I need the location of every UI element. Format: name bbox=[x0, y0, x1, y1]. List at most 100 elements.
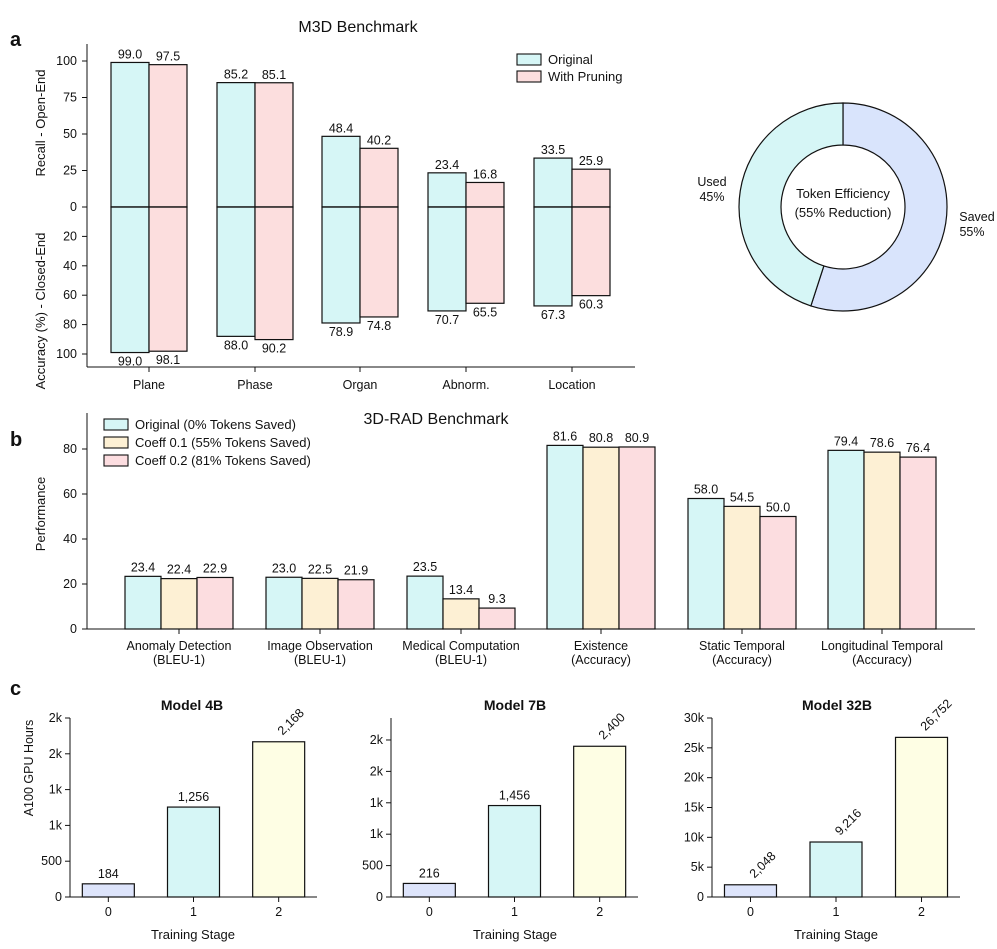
donut-center-line2: (55% Reduction) bbox=[795, 205, 892, 220]
m32b-bar bbox=[723, 884, 778, 898]
rad-xtick: Static Temporal bbox=[699, 639, 785, 653]
donut-center-line1: Token Efficiency bbox=[796, 186, 890, 201]
rad-value: 54.5 bbox=[730, 490, 754, 504]
m3d-open-bar bbox=[571, 168, 611, 208]
m32b-value: 9,216 bbox=[832, 806, 864, 838]
rad-xtick: Existence bbox=[574, 639, 628, 653]
m7b-bar bbox=[573, 745, 627, 898]
rad-value: 78.6 bbox=[870, 436, 894, 450]
rad-xtick-sub: (BLEU-1) bbox=[435, 653, 487, 667]
m3d-legend-label: Original bbox=[548, 52, 593, 67]
rad-bar bbox=[723, 505, 761, 630]
m7b-ytick: 500 bbox=[362, 859, 383, 873]
m4b-xtick: 0 bbox=[105, 905, 112, 919]
m4b-bar bbox=[166, 806, 221, 898]
m7b-xtick: 0 bbox=[426, 905, 433, 919]
m3d-closed-value: 78.9 bbox=[329, 325, 353, 339]
m7b-ytick: 2k bbox=[370, 733, 384, 747]
m3d-open-bar bbox=[533, 157, 573, 208]
rad-value: 50.0 bbox=[766, 501, 790, 515]
m3d-closed-value: 90.2 bbox=[262, 342, 286, 356]
m3d-open-value: 23.4 bbox=[435, 158, 459, 172]
m7b-ytick: 0 bbox=[376, 890, 383, 904]
rad-legend-label: Original (0% Tokens Saved) bbox=[135, 417, 296, 432]
m7b-xlabel: Training Stage bbox=[473, 927, 557, 942]
m4b-xtick: 2 bbox=[275, 905, 282, 919]
m32b-ytick: 5k bbox=[691, 860, 705, 874]
rad-xtick: Image Observation bbox=[267, 639, 373, 653]
m3d-closed-value: 88.0 bbox=[224, 338, 248, 352]
rad-bar bbox=[337, 579, 375, 630]
m3d-ytick: 75 bbox=[63, 91, 77, 105]
rad-value: 13.4 bbox=[449, 583, 473, 597]
m7b-ytick: 2k bbox=[370, 764, 384, 778]
m3d-open-bar bbox=[359, 147, 399, 208]
m3d-ytick: 50 bbox=[63, 127, 77, 141]
rad-value: 22.4 bbox=[167, 563, 191, 577]
rad-bar bbox=[687, 497, 725, 630]
rad-xtick-sub: (BLEU-1) bbox=[294, 653, 346, 667]
m4b-value: 184 bbox=[98, 867, 119, 881]
m3d-plot: 0 25 50 75 100 20 40 60 80 100 99.0 99.0 97.5 98.1 Pla… bbox=[56, 44, 635, 392]
donut-used-pct: 45% bbox=[699, 190, 724, 204]
m3d-open-bar bbox=[427, 172, 467, 208]
m3d-closed-value: 70.7 bbox=[435, 313, 459, 327]
m3d-open-value: 48.4 bbox=[329, 121, 353, 135]
m4b-xlabel: Training Stage bbox=[151, 927, 235, 942]
m32b-ytick: 0 bbox=[697, 890, 704, 904]
m7b-value: 2,400 bbox=[596, 710, 628, 742]
m4b-ytick: 2k bbox=[49, 747, 63, 761]
m3d-ytick: 80 bbox=[63, 318, 77, 332]
m4b-value: 2,168 bbox=[275, 706, 307, 738]
rad-bar bbox=[160, 577, 198, 630]
m3d-open-value: 85.2 bbox=[224, 68, 248, 82]
m3d-closed-bar bbox=[571, 206, 611, 297]
m3d-ytick: 20 bbox=[63, 229, 77, 243]
rad-bar bbox=[759, 515, 797, 630]
panel-label-a: a bbox=[10, 29, 22, 51]
m32b-xtick: 0 bbox=[747, 905, 754, 919]
rad-legend-label: Coeff 0.1 (55% Tokens Saved) bbox=[135, 435, 311, 450]
m3d-closed-value: 65.5 bbox=[473, 305, 497, 319]
m32b-ytick: 25k bbox=[684, 741, 705, 755]
rad-legend-swatch bbox=[103, 454, 129, 467]
rad-bar bbox=[478, 607, 516, 630]
rad-ytick: 20 bbox=[63, 577, 77, 591]
m3d-open-value: 97.5 bbox=[156, 50, 180, 64]
rad-ylabel: Performance bbox=[33, 477, 48, 551]
rad-legend: Original (0% Tokens Saved) Coeff 0.1 (55%… bbox=[103, 417, 311, 468]
rad-bar bbox=[124, 575, 162, 630]
m3d-legend-swatch bbox=[516, 53, 542, 66]
m4b-title: Model 4B bbox=[161, 697, 223, 713]
m32b-ytick: 20k bbox=[684, 771, 705, 785]
m3d-open-value: 16.8 bbox=[473, 167, 497, 181]
m32b-xtick: 1 bbox=[833, 905, 840, 919]
m7b-ytick: 1k bbox=[370, 796, 384, 810]
m7b-xtick: 1 bbox=[511, 905, 518, 919]
m32b-ytick: 10k bbox=[684, 830, 705, 844]
m3d-ytick: 60 bbox=[63, 288, 77, 302]
m4b-bar bbox=[81, 883, 135, 898]
rad-xtick-sub: (Accuracy) bbox=[852, 653, 912, 667]
m32b-bar bbox=[809, 841, 863, 898]
m4b-bar bbox=[252, 741, 306, 898]
m3d-open-bar bbox=[216, 82, 256, 208]
donut-saved-label: Saved bbox=[959, 210, 994, 224]
m7b-plot: 0 500 1k 1k 2k 2k 216 0 1,456 1 2,400 2 bbox=[362, 710, 638, 919]
rad-ytick: 0 bbox=[70, 622, 77, 636]
rad-ytick: 40 bbox=[63, 532, 77, 546]
rad-bar bbox=[406, 575, 444, 630]
m3d-legend-swatch bbox=[516, 70, 542, 83]
m3d-ytick: 100 bbox=[56, 54, 77, 68]
m3d-closed-bar bbox=[427, 206, 467, 312]
rad-value: 22.9 bbox=[203, 561, 227, 575]
m32b-ytick: 30k bbox=[684, 711, 705, 725]
m3d-xtick: Abnorm. bbox=[442, 378, 489, 392]
rad-bar bbox=[863, 451, 901, 630]
m3d-open-value: 25.9 bbox=[579, 154, 603, 168]
rad-value: 21.9 bbox=[344, 564, 368, 578]
rad-bar bbox=[442, 598, 480, 630]
rad-bar bbox=[546, 444, 584, 630]
